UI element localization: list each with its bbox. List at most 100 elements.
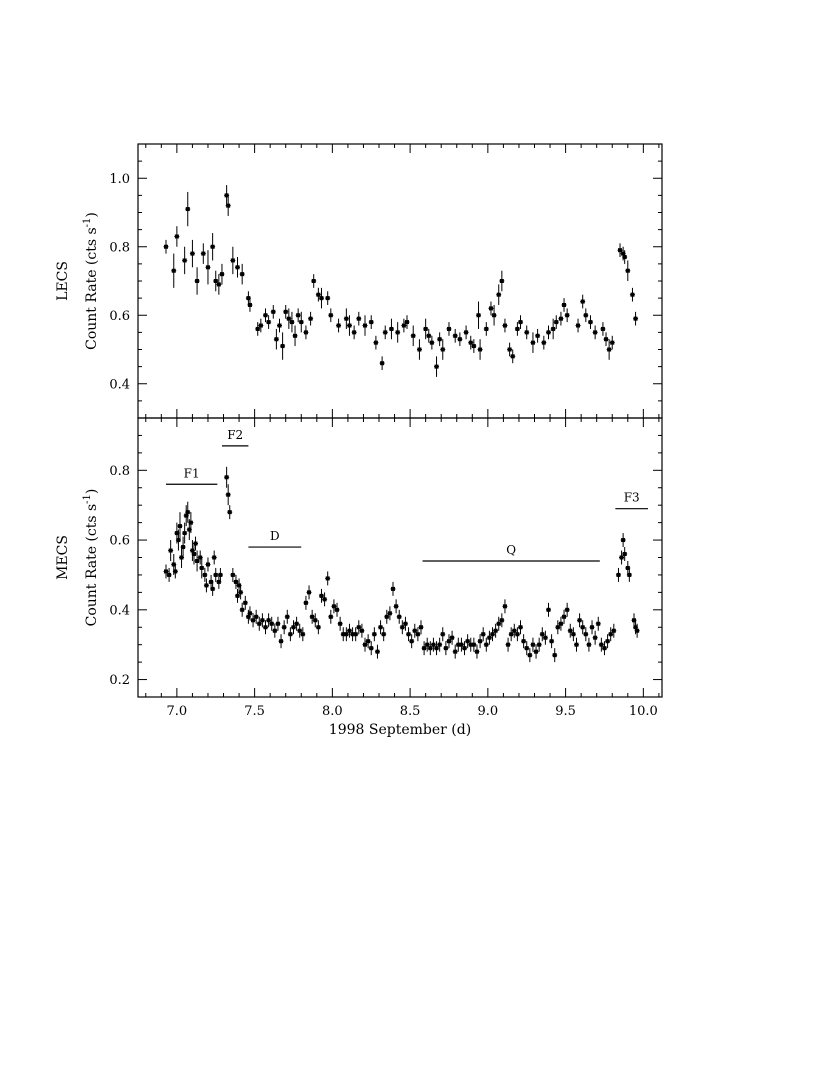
lecs-data-point: [293, 333, 298, 338]
mecs-data-point: [204, 583, 209, 588]
mecs-data-point: [574, 642, 579, 647]
lecs-data-point: [507, 347, 512, 352]
mecs-data-point: [387, 611, 392, 616]
mecs-data-point: [608, 632, 613, 637]
lecs-data-point: [230, 258, 235, 263]
lecs-y-tick-label: 0.4: [109, 377, 130, 392]
mecs-data-point: [434, 646, 439, 651]
mecs-data-point: [543, 635, 548, 640]
lecs-data-point: [296, 313, 301, 318]
mecs-data-point: [187, 527, 192, 532]
mecs-x-tick-label: 9.5: [555, 704, 576, 719]
mecs-data-point: [347, 628, 352, 633]
mecs-data-point: [191, 552, 196, 557]
mecs-data-point: [456, 642, 461, 647]
mecs-data-point: [213, 572, 218, 577]
lecs-data-point: [389, 326, 394, 331]
mecs-data-point: [366, 639, 371, 644]
lecs-y-axis-title-unit-exponent: -1: [82, 218, 93, 228]
lecs-data-point: [426, 333, 431, 338]
lecs-data-point: [471, 344, 476, 349]
mecs-data-point: [580, 625, 585, 630]
mecs-data-point: [378, 625, 383, 630]
mecs-data-point: [409, 639, 414, 644]
lecs-data-point: [499, 279, 504, 283]
mecs-data-point: [297, 628, 302, 633]
mecs-y-tick-label: 0.2: [109, 673, 130, 688]
lecs-data-point: [484, 326, 489, 331]
lecs-data-point: [210, 244, 215, 249]
mecs-data-point: [218, 572, 223, 577]
mecs-data-point: [552, 653, 557, 658]
mecs-data-point: [481, 632, 486, 637]
mecs-data-point: [524, 646, 529, 651]
mecs-y-axis-title-unit-exponent: -1: [82, 494, 93, 504]
mecs-data-point: [227, 510, 232, 515]
mecs-data-point: [418, 625, 423, 630]
lecs-data-point: [356, 316, 361, 321]
mecs-data-point: [571, 632, 576, 637]
mecs-data-point: [168, 548, 173, 553]
mecs-data-point: [246, 614, 251, 619]
mecs-data-point: [173, 569, 178, 574]
mecs-data-point: [428, 646, 433, 651]
lecs-data-point: [299, 320, 304, 325]
lecs-data-point: [308, 316, 313, 321]
lecs-y-axis-title: Count Rate (cts s-1): [82, 212, 100, 350]
mecs-data-point: [356, 625, 361, 630]
mecs-data-point: [254, 614, 259, 619]
interval-label-d: D: [270, 529, 280, 543]
mecs-data-point: [288, 632, 293, 637]
lecs-data-point: [283, 309, 288, 314]
lecs-data-point: [554, 320, 559, 325]
mecs-data-point: [496, 621, 501, 626]
mecs-data-point: [238, 590, 243, 595]
mecs-data-point: [363, 642, 368, 647]
mecs-data-point: [275, 621, 280, 626]
lecs-y-tick-label: 0.8: [109, 240, 130, 255]
mecs-data-point: [565, 607, 570, 612]
mecs-data-point: [568, 628, 573, 633]
lecs-data-point: [576, 323, 581, 328]
mecs-data-point: [596, 621, 601, 626]
lecs-data-point: [518, 320, 523, 325]
lecs-data-point: [417, 347, 422, 352]
interval-label-q: Q: [506, 543, 516, 557]
lecs-data-point: [562, 302, 567, 307]
mecs-data-point: [412, 628, 417, 633]
mecs-x-tick-label: 8.0: [322, 704, 343, 719]
mecs-data-point: [431, 642, 436, 647]
mecs-data-point: [233, 579, 238, 584]
lecs-data-point: [190, 251, 195, 256]
lecs-data-point: [468, 340, 473, 345]
mecs-data-point: [562, 614, 567, 619]
lecs-data-point: [363, 323, 368, 328]
lecs-data-point: [453, 333, 458, 338]
mecs-data-point: [325, 576, 330, 581]
lecs-data-point: [247, 302, 252, 307]
mecs-data-point: [344, 632, 349, 637]
lecs-data-point: [258, 323, 263, 328]
mecs-data-point: [611, 628, 616, 633]
mecs-data-point: [593, 635, 598, 640]
lecs-data-point: [224, 193, 229, 198]
mecs-y-axis-title: Count Rate (cts s-1): [82, 489, 100, 627]
mecs-data-point: [632, 618, 637, 623]
lecs-data-point: [352, 330, 357, 335]
mecs-data-point: [446, 639, 451, 644]
mecs-data-point: [583, 632, 588, 637]
lecs-data-point: [515, 326, 520, 331]
lecs-data-point: [558, 316, 563, 321]
lecs-data-point: [502, 323, 507, 328]
lecs-data-point: [271, 309, 276, 314]
lecs-data-point: [277, 323, 282, 328]
lecs-data-point: [492, 313, 497, 318]
mecs-data-point: [198, 555, 203, 560]
lecs-data-point: [633, 316, 638, 321]
mecs-data-point: [212, 555, 217, 560]
lecs-data-point: [280, 344, 285, 349]
lecs-data-point: [219, 272, 224, 277]
mecs-data-point: [425, 642, 430, 647]
mecs-data-point: [499, 618, 504, 623]
